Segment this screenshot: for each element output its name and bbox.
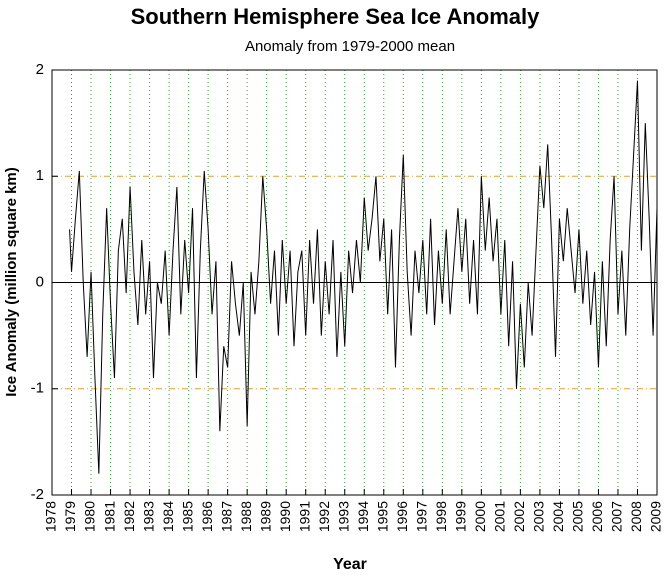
y-tick-label: -1 xyxy=(31,380,44,397)
x-tick-label: 1997 xyxy=(414,501,430,532)
x-tick-label: 1986 xyxy=(199,501,215,532)
x-tick-label: 1980 xyxy=(82,501,98,532)
x-tick-label: 2007 xyxy=(609,501,625,532)
y-tick-label: -2 xyxy=(31,486,44,503)
x-tick-label: 1988 xyxy=(238,501,254,532)
data-line xyxy=(69,80,658,474)
x-tick-label: 1991 xyxy=(296,501,312,532)
x-tick-label: 2006 xyxy=(589,501,605,532)
x-tick-label: 1984 xyxy=(160,501,176,532)
y-tick-label: 1 xyxy=(36,167,44,184)
x-tick-label: 1981 xyxy=(101,501,117,532)
chart-title: Southern Hemisphere Sea Ice Anomaly xyxy=(131,4,541,29)
x-tick-label: 1990 xyxy=(277,501,293,532)
x-tick-label: 2001 xyxy=(492,501,508,532)
x-tick-label: 2002 xyxy=(511,501,527,532)
y-tick-label: 2 xyxy=(36,61,44,78)
x-axis-label: Year xyxy=(333,556,367,573)
x-tick-label: 1998 xyxy=(433,501,449,532)
x-tick-label: 2004 xyxy=(550,501,566,532)
x-tick-label: 1993 xyxy=(335,501,351,532)
x-tick-label: 1989 xyxy=(257,501,273,532)
chart-subtitle: Anomaly from 1979-2000 mean xyxy=(245,38,455,55)
x-tick-label: 2008 xyxy=(628,501,644,532)
y-axis-label: Ice Anomaly (million square km) xyxy=(3,167,20,397)
x-tick-label: 1999 xyxy=(453,501,469,532)
x-tick-label: 1982 xyxy=(121,501,137,532)
x-tick-label: 1994 xyxy=(355,501,371,532)
x-tick-label: 1987 xyxy=(218,501,234,532)
x-tick-label: 1985 xyxy=(179,501,195,532)
y-tick-label: 0 xyxy=(36,273,44,290)
plot-frame xyxy=(51,69,658,496)
x-tick-label: 1996 xyxy=(394,501,410,532)
x-tick-label: 1983 xyxy=(140,501,156,532)
x-tick-label: 2005 xyxy=(570,501,586,532)
x-tick-label: 1992 xyxy=(316,501,332,532)
x-tick-label: 1979 xyxy=(62,501,78,532)
x-tick-label: 2000 xyxy=(472,501,488,532)
x-tick-label: 1978 xyxy=(43,501,59,532)
x-tick-label: 2003 xyxy=(531,501,547,532)
x-tick-label: 2009 xyxy=(648,501,664,532)
x-tick-label: 1995 xyxy=(374,501,390,532)
